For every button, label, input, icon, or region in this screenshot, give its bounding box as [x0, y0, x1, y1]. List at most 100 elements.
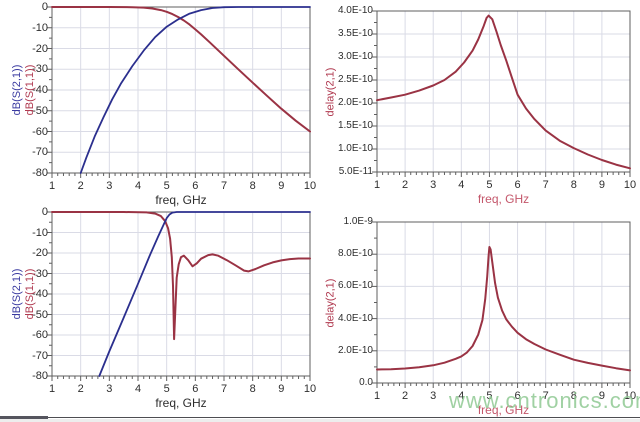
- chart-bl-yaxis-title: dB(S(2,1)): [11, 268, 23, 320]
- chart-tr-ytick-label: 1.0E-10: [337, 143, 373, 154]
- series-db-s-2-1-: [98, 211, 311, 377]
- chart-br-ytick-label: 2.0E-10: [337, 344, 373, 356]
- chart-tr-ytick-label: 5.0E-11: [338, 166, 373, 177]
- chart-bl-ytick-label: -50: [32, 308, 48, 321]
- chart-tr-ytick-label: 3.5E-10: [337, 28, 373, 39]
- chart-tr-xtick-label: 5: [486, 179, 493, 191]
- chart-tl-xtick-label: 2: [77, 180, 84, 192]
- chart-tl-xtick-label: 6: [192, 180, 199, 192]
- chart-bl-yaxis-title: dB(S(1,1)): [24, 268, 36, 320]
- chart-tr-xtick-label: 2: [402, 179, 409, 191]
- chart-tr-yaxis-title-group: delay(2,1): [325, 67, 338, 116]
- chart-br-xtick-label: 9: [598, 390, 605, 402]
- chart-br-xtick-label: 7: [542, 390, 549, 402]
- series-db-s-1-1-: [51, 6, 311, 133]
- chart-tl-xtick-label: 8: [249, 180, 256, 192]
- chart-tl-xtick-label: 4: [134, 180, 142, 192]
- chart-br-ytick-label: 0.0: [359, 377, 373, 388]
- chart-bl-xtick-label: 1: [48, 383, 56, 395]
- series-delay-2-1-: [376, 246, 631, 372]
- chart-br-xtick-label: 10: [623, 390, 637, 402]
- chart-tr-xtick-label: 1: [373, 179, 381, 191]
- chart-br-xtick-label: 3: [430, 390, 437, 402]
- chart-tr-ytick-label: 4.0E-10: [337, 5, 373, 16]
- chart-tl-xtick-label: 10: [303, 180, 317, 192]
- bottom-divider-left-segment: [0, 416, 48, 419]
- chart-bl-xtick-label: 9: [278, 383, 285, 395]
- chart-bl-xtick-label: 6: [192, 383, 199, 395]
- chart-tr-plot-area: [372, 10, 631, 177]
- chart-bl-xtick-label: 5: [163, 383, 170, 395]
- chart-tr-ytick-label: 2.5E-10: [337, 74, 373, 85]
- chart-tr-xtick-label: 10: [623, 179, 637, 191]
- chart-bl-ytick-label: -80: [32, 370, 48, 382]
- chart-bl-xtick-label: 8: [249, 383, 256, 395]
- chart-tl-xtick-label: 3: [106, 180, 113, 192]
- chart-tl-xtick-label: 5: [163, 180, 170, 192]
- chart-tr-xtick-label: 8: [570, 179, 577, 191]
- chart-bl-plot-area: [47, 211, 311, 381]
- chart-br-xtick-label: 1: [373, 390, 381, 402]
- chart-tl-ytick-label: 0: [41, 1, 48, 13]
- chart-br-xtick-label: 6: [514, 390, 521, 402]
- chart-tl-ytick-label: -80: [32, 167, 48, 179]
- chart-br-plot-area: [372, 221, 631, 388]
- chart-bl-yaxis-title-group: dB(S(2,1)) dB(S(1,1)): [11, 269, 37, 320]
- chart-bl-xtick-label: 4: [134, 383, 142, 395]
- chart-tr-xtick-label: 7: [542, 179, 549, 191]
- chart-br-yaxis-title: delay(2,1): [324, 278, 337, 327]
- chart-bl-xtick-label: 7: [220, 383, 228, 395]
- chart-tl-xtick-label: 7: [220, 180, 228, 192]
- chart-tr-xtick-label: 9: [598, 179, 605, 191]
- chart-tl-ytick-label: -30: [32, 63, 48, 76]
- chart-tr-yaxis-title: delay(2,1): [324, 67, 337, 116]
- series-delay-2-1-: [376, 14, 631, 170]
- chart-tr-xtick-label: 3: [430, 179, 437, 191]
- chart-tl-ytick-label: -60: [32, 125, 48, 138]
- chart-bl-ytick-label: -20: [32, 247, 48, 259]
- bottom-strip: [0, 419, 640, 422]
- chart-br-xtick-label: 4: [458, 390, 465, 402]
- chart-bl-ytick-label: -10: [32, 226, 48, 239]
- chart-tr-ytick-label: 2.0E-10: [337, 97, 373, 108]
- chart-tl-xtick-label: 1: [48, 180, 56, 192]
- chart-tl-ytick-label: -10: [32, 21, 48, 34]
- chart-bl-ytick-label: -30: [32, 267, 48, 280]
- chart-bl-ytick-label: -60: [32, 329, 48, 341]
- bottom-divider-line: [0, 417, 640, 418]
- chart-br-ytick-label: 1.0E-9: [343, 216, 373, 227]
- chart-br-ytick-label: 6.0E-10: [337, 280, 373, 292]
- chart-bl-xtick-label: 3: [106, 383, 113, 395]
- chart-tl-plot-area: [47, 6, 311, 178]
- chart-tl-ytick-label: -40: [32, 84, 48, 96]
- chart-tl-ytick-label: -50: [32, 104, 48, 117]
- chart-br-ytick-label: 8.0E-10: [337, 248, 373, 260]
- series-db-s-1-1-: [51, 211, 311, 341]
- chart-br-xtick-label: 8: [570, 390, 577, 402]
- chart-br-xtick-label: 5: [486, 390, 493, 402]
- chart-bl-xaxis-title: freq, GHz: [155, 396, 207, 410]
- chart-tl-ytick-label: -20: [32, 42, 48, 55]
- chart-tr-ytick-label: 3.0E-10: [337, 51, 373, 62]
- chart-bl-xtick-label: 10: [303, 383, 317, 395]
- chart-tl-yaxis-title: dB(S(1,1)): [24, 64, 36, 116]
- chart-tl-xaxis-title: freq, GHz: [155, 193, 207, 207]
- chart-bl-ytick-label: -40: [32, 288, 48, 300]
- chart-tr-xaxis-title: freq, GHz: [477, 192, 530, 206]
- chart-tr-ytick-label: 1.5E-10: [337, 120, 373, 131]
- chart-tr-xtick-label: 4: [458, 179, 465, 191]
- chart-tl-yaxis-title-group: dB(S(2,1)) dB(S(1,1)): [11, 65, 37, 116]
- chart-tl-xtick-label: 9: [278, 180, 285, 192]
- chart-bl-ytick-label: 0: [41, 206, 48, 218]
- chart-tl-yaxis-title: dB(S(2,1)): [11, 64, 23, 116]
- chart-bl-ytick-label: -70: [32, 349, 48, 362]
- chart-bl-xtick-label: 2: [77, 383, 84, 395]
- chart-br-xtick-label: 2: [402, 390, 409, 402]
- chart-br-yaxis-title-group: delay(2,1): [325, 278, 338, 327]
- chart-tr-xtick-label: 6: [514, 179, 521, 191]
- chart-tl-ytick-label: -70: [32, 146, 48, 159]
- chart-br-xaxis-title: freq, GHz: [477, 403, 530, 417]
- chart-br-ytick-label: 4.0E-10: [337, 312, 373, 324]
- series-db-s-2-1-: [79, 6, 311, 174]
